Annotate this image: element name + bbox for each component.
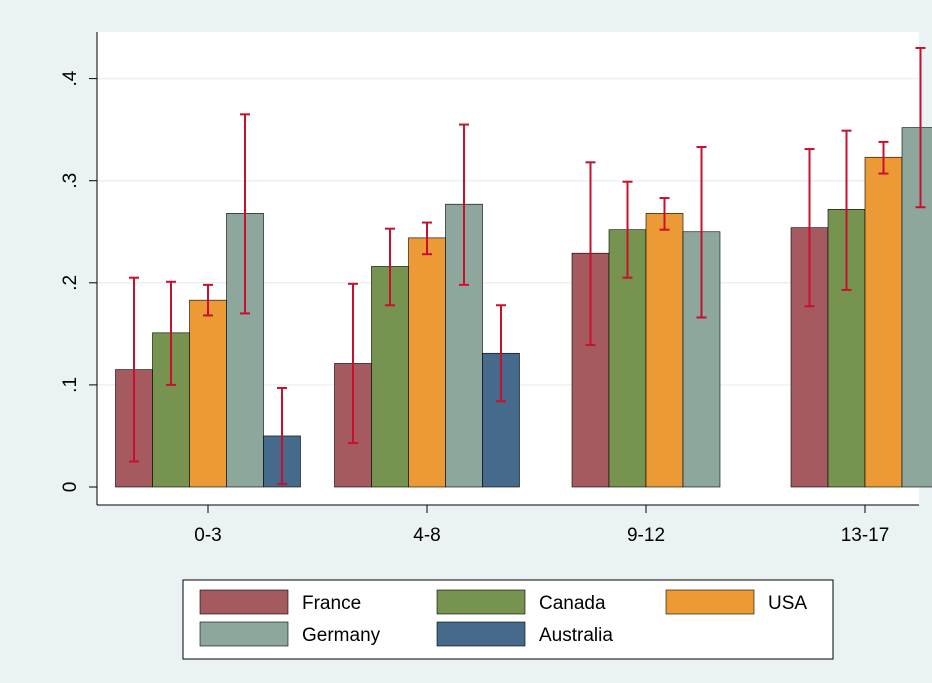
legend-swatch-canada xyxy=(436,589,526,615)
legend-swatch-australia xyxy=(436,621,526,647)
legend-swatch-usa xyxy=(665,589,755,615)
legend-swatch-france xyxy=(199,589,289,615)
bar-usa-4-8 xyxy=(408,237,446,488)
legend-label-usa: USA xyxy=(768,593,807,614)
y-tick-label: .4 xyxy=(60,70,81,86)
x-tick-label: 13-17 xyxy=(841,525,890,546)
legend-label-australia: Australia xyxy=(539,625,613,646)
x-tick-label: 9-12 xyxy=(627,525,665,546)
y-axis: 0 .1 .2 .3 .4 xyxy=(60,70,97,492)
bar-germany-13-17 xyxy=(901,127,932,488)
x-tick-label: 0-3 xyxy=(194,525,221,546)
bar-usa-13-17 xyxy=(864,156,903,488)
legend-label-germany: Germany xyxy=(302,625,381,646)
y-tick-label: .2 xyxy=(60,275,81,291)
bar-usa-9-12 xyxy=(645,213,684,488)
bar-usa-0-3 xyxy=(189,299,227,488)
legend-swatch-germany xyxy=(199,621,289,647)
y-tick-label: .1 xyxy=(60,377,81,393)
x-tick-label: 4-8 xyxy=(413,525,440,546)
x-axis: 0-3 4-8 9-12 13-17 xyxy=(194,505,889,546)
legend-label-canada: Canada xyxy=(539,593,606,614)
y-tick-label: 0 xyxy=(60,482,81,493)
error-bars xyxy=(129,46,926,485)
legend-label-france: France xyxy=(302,593,361,614)
legend: France Canada USA Germany Australia xyxy=(199,589,807,647)
y-tick-label: .3 xyxy=(60,173,81,189)
